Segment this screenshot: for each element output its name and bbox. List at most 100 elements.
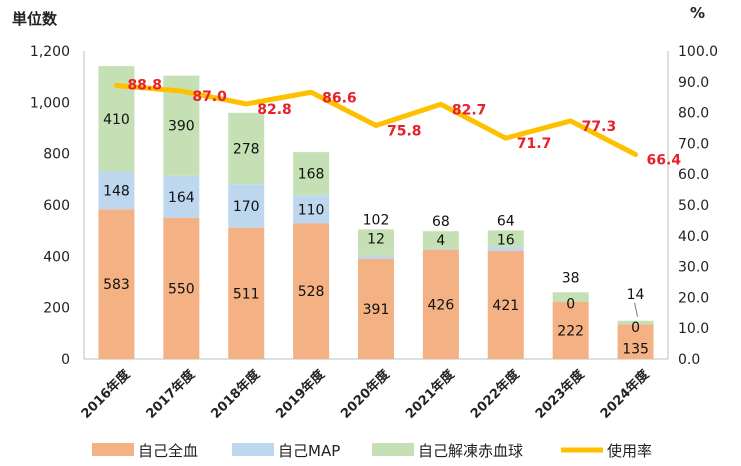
right-tick-label: 10.0 (678, 321, 709, 337)
data-label-whole-blood: 583 (103, 277, 130, 293)
rate-point (309, 90, 313, 94)
bar-segment-frozen-rbc (617, 320, 654, 325)
bar-segment-whole-blood (617, 324, 654, 359)
bar-segment-whole-blood (487, 250, 524, 359)
bar-segment-map (293, 195, 330, 224)
data-label-frozen-rbc: 68 (432, 214, 450, 230)
data-label-map: 0 (631, 320, 640, 336)
right-tick-label: 50.0 (678, 198, 709, 214)
data-label-whole-blood: 421 (492, 298, 519, 314)
rate-data-label: 66.4 (647, 152, 682, 168)
legend: 自己全血 自己MAP 自己解凍赤血球 使用率 (92, 442, 652, 460)
bar-segment-whole-blood (163, 217, 200, 359)
rate-data-label: 77.3 (582, 119, 617, 135)
rate-point (569, 119, 573, 123)
legend-label: 自己全血 (138, 442, 198, 460)
data-label-map: 12 (367, 231, 385, 247)
category-label: 2019年度 (273, 366, 329, 422)
left-tick-label: 0 (61, 352, 70, 368)
bar-segment-whole-blood (358, 258, 394, 359)
bar-segment-frozen-rbc (422, 231, 459, 249)
bar-segment-whole-blood (98, 209, 135, 359)
data-label-frozen-rbc: 102 (363, 212, 390, 228)
category-label: 2016年度 (78, 366, 134, 422)
rate-point (439, 102, 443, 106)
data-label-frozen-rbc: 410 (103, 112, 130, 128)
right-tick-label: 100.0 (678, 44, 718, 60)
bar-segment-map (487, 246, 524, 251)
data-label-map: 4 (436, 233, 445, 249)
data-label-frozen-rbc: 38 (562, 270, 580, 286)
data-label-whole-blood: 426 (428, 297, 455, 313)
rate-data-label: 71.7 (517, 136, 552, 152)
data-label-whole-blood: 550 (168, 281, 195, 297)
legend-label: 使用率 (607, 442, 652, 460)
left-tick-label: 600 (43, 198, 70, 214)
bar-segment-whole-blood (293, 223, 330, 359)
rate-point (634, 152, 638, 156)
axes: 02004006008001,0001,2000.010.020.030.040… (30, 44, 718, 368)
left-tick-label: 400 (43, 249, 70, 265)
category-label: 2021年度 (402, 366, 458, 422)
data-label-whole-blood: 391 (363, 302, 390, 318)
rate-point (374, 124, 378, 128)
rate-line: 88.8 87.0 82.8 86.6 75.8 82.7 71.7 77.3 66.4 (113, 77, 682, 168)
leader-line (634, 302, 639, 317)
bar-segment-frozen-rbc (293, 152, 330, 196)
left-tick-label: 1,000 (30, 95, 70, 111)
right-tick-label: 80.0 (678, 106, 709, 122)
data-label-map: 170 (233, 199, 260, 215)
right-tick-label: 70.0 (678, 136, 709, 152)
data-label-frozen-rbc: 64 (497, 213, 515, 229)
category-label: 2020年度 (338, 366, 394, 422)
left-tick-label: 200 (43, 301, 70, 317)
category-label: 2022年度 (467, 366, 523, 422)
bar-segment-map (358, 255, 394, 259)
data-label-frozen-rbc: 168 (298, 167, 325, 183)
legend-label: 自己MAP (278, 442, 340, 460)
right-tick-label: 40.0 (678, 229, 709, 245)
data-label-map: 0 (566, 296, 575, 312)
right-tick-label: 60.0 (678, 167, 709, 183)
legend-swatch (92, 443, 134, 456)
rate-data-label: 86.6 (322, 90, 357, 106)
right-tick-label: 30.0 (678, 260, 709, 276)
rate-data-label: 88.8 (127, 77, 162, 93)
bar-segment-frozen-rbc (358, 229, 394, 256)
left-axis-unit: 単位数 (12, 10, 58, 28)
bar-segment-map (163, 175, 200, 218)
bar-segment-map (422, 248, 459, 250)
left-tick-label: 1,200 (30, 44, 70, 60)
right-axis-unit: % (690, 4, 705, 22)
rate-point (114, 83, 118, 87)
data-label-whole-blood: 511 (233, 286, 260, 302)
bar-segment-whole-blood (422, 249, 459, 359)
right-tick-label: 0.0 (678, 352, 700, 368)
bar-segment-map (98, 171, 135, 210)
legend-swatch (372, 443, 414, 456)
data-label-frozen-rbc: 278 (233, 142, 260, 158)
rate-data-label: 87.0 (192, 89, 227, 105)
data-label-whole-blood: 528 (298, 284, 325, 300)
bar-segment-frozen-rbc (228, 112, 265, 185)
rate-data-label: 82.8 (257, 102, 292, 118)
bar-segment-whole-blood (552, 302, 589, 359)
bar-segment-frozen-rbc (487, 230, 524, 247)
category-label: 2018年度 (208, 366, 264, 422)
legend-label: 自己解凍赤血球 (418, 442, 523, 460)
rate-point (504, 136, 508, 140)
right-tick-label: 90.0 (678, 75, 709, 91)
bar-segment-map (228, 184, 265, 228)
rate-data-label: 82.7 (452, 102, 487, 118)
data-label-map: 110 (298, 202, 325, 218)
category-labels: 2016年度 2017年度 2018年度 2019年度 2020年度 2021年度 2022… (78, 366, 653, 422)
data-label-frozen-rbc: 14 (627, 287, 645, 303)
category-label: 2023年度 (532, 366, 588, 422)
bar-segment-frozen-rbc (552, 292, 589, 303)
bars: 5831484105501643905111702785281101683911… (98, 66, 654, 359)
rate-point (179, 89, 183, 93)
data-label-map: 164 (168, 190, 195, 206)
left-tick-label: 800 (43, 147, 70, 163)
bar-segment-whole-blood (228, 227, 265, 359)
